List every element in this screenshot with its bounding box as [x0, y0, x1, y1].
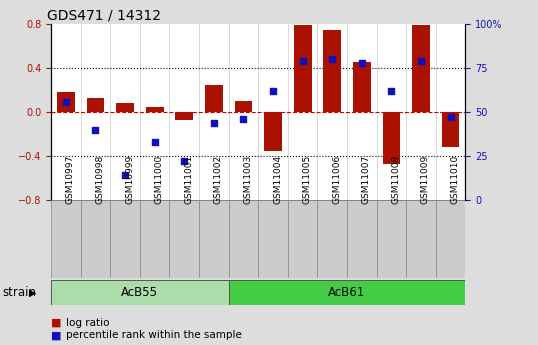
Text: AcB61: AcB61	[328, 286, 366, 299]
Bar	[229, 280, 465, 305]
Point	[209, 120, 218, 126]
Text: GSM10999: GSM10999	[125, 155, 134, 204]
Bar	[87, 98, 104, 112]
Bar	[294, 25, 312, 112]
Text: GSM11005: GSM11005	[302, 155, 312, 204]
Text: GSM11004: GSM11004	[273, 155, 282, 204]
Text: ■: ■	[51, 331, 62, 340]
Bar	[116, 104, 134, 112]
Bar	[383, 112, 400, 164]
Point	[150, 139, 159, 145]
Bar	[317, 200, 347, 278]
Bar	[347, 200, 377, 278]
Bar	[442, 112, 459, 147]
Text: percentile rank within the sample: percentile rank within the sample	[66, 331, 242, 340]
Bar	[235, 101, 252, 112]
Point	[121, 173, 129, 178]
Point	[180, 159, 188, 164]
Text: GSM11001: GSM11001	[184, 155, 193, 204]
Text: GSM10997: GSM10997	[66, 155, 75, 204]
Point	[239, 116, 247, 122]
Bar	[377, 200, 406, 278]
Point	[387, 88, 395, 94]
Bar	[110, 200, 140, 278]
Point	[298, 58, 307, 64]
Text: GSM11006: GSM11006	[332, 155, 341, 204]
Bar	[140, 200, 169, 278]
Text: ■: ■	[51, 318, 62, 327]
Text: GSM11002: GSM11002	[214, 155, 223, 204]
Bar	[175, 112, 193, 120]
Point	[268, 88, 278, 94]
Text: AcB55: AcB55	[122, 286, 158, 299]
Point	[416, 58, 425, 64]
Text: GSM11010: GSM11010	[450, 155, 459, 204]
Bar	[81, 200, 110, 278]
Text: ▶: ▶	[29, 287, 37, 297]
Bar	[146, 107, 164, 112]
Text: GSM10998: GSM10998	[96, 155, 104, 204]
Bar	[199, 200, 229, 278]
Point	[357, 60, 366, 66]
Text: log ratio: log ratio	[66, 318, 110, 327]
Bar	[436, 200, 465, 278]
Bar	[353, 61, 371, 112]
Bar	[288, 200, 317, 278]
Text: strain: strain	[3, 286, 37, 299]
Bar	[51, 280, 229, 305]
Text: GSM11003: GSM11003	[243, 155, 252, 204]
Text: GSM11000: GSM11000	[155, 155, 164, 204]
Bar	[51, 200, 81, 278]
Bar	[323, 30, 341, 112]
Bar	[229, 200, 258, 278]
Point	[446, 115, 455, 120]
Bar	[264, 112, 282, 151]
Bar	[205, 85, 223, 112]
Text: GSM11009: GSM11009	[421, 155, 430, 204]
Point	[61, 99, 70, 104]
Text: GDS471 / 14312: GDS471 / 14312	[47, 9, 161, 23]
Text: GSM11008: GSM11008	[391, 155, 400, 204]
Bar	[406, 200, 436, 278]
Bar	[57, 92, 75, 112]
Bar	[169, 200, 199, 278]
Point	[328, 57, 336, 62]
Bar	[412, 25, 430, 112]
Text: GSM11007: GSM11007	[362, 155, 371, 204]
Point	[91, 127, 100, 132]
Bar	[258, 200, 288, 278]
